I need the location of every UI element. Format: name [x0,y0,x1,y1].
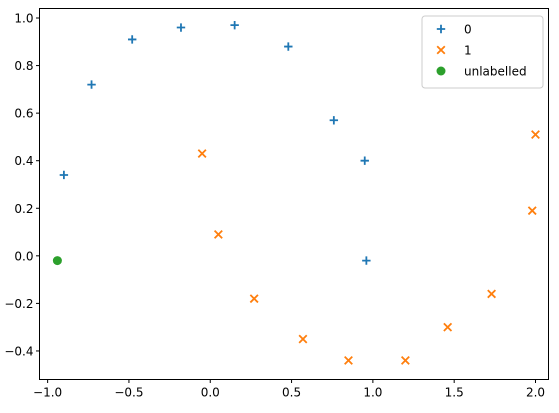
legend-marker [436,66,446,76]
legend-box [421,15,544,89]
x-tick-label: −1.0 [33,386,62,400]
data-point [487,289,497,299]
data-point [59,170,69,180]
series-unlabelled [52,256,62,266]
x-tick-label: 0.5 [282,386,301,400]
y-tick-label: −0.2 [4,297,33,311]
plot-area [52,20,540,365]
x-tick-label: 1.5 [445,386,464,400]
legend-marker [436,45,446,55]
y-tick-label: 0.6 [14,107,33,121]
x-tick-label: −0.5 [114,386,143,400]
data-point [329,116,339,125]
legend-items: 0 1 unlabelled [436,23,527,79]
series-0 [59,20,371,265]
legend-label: 0 [464,23,472,37]
y-tick-label: 1.0 [14,12,33,26]
data-point [443,322,453,332]
data-point [531,130,540,139]
data-point [127,35,137,44]
legend-label: unlabelled [464,65,527,79]
data-point [344,356,353,365]
y-tick-label: 0.8 [14,59,33,73]
y-tick-label: 0.2 [14,202,33,216]
data-point [249,294,259,304]
legend-marker [436,24,446,34]
axes-frame [39,8,549,380]
data-point [284,42,293,51]
data-point [230,20,239,30]
y-axis: −0.4 −0.2 0.0 0.2 0.4 0.6 0.8 1.0 [4,12,40,358]
legend: 0 1 unlabelled [421,15,544,89]
data-point [197,149,207,159]
x-tick-label: 1.0 [363,386,382,400]
data-point [400,356,410,365]
data-point [176,23,186,32]
data-point [87,80,96,89]
data-point [362,256,371,265]
legend-label: 1 [464,44,472,58]
x-tick-label: 0.0 [201,386,220,400]
data-point [298,334,308,344]
data-point [527,206,537,216]
y-tick-label: −0.4 [4,344,33,358]
data-point [52,256,62,266]
x-axis: −1.0 −0.5 0.0 0.5 1.0 1.5 2.0 [33,379,545,400]
x-tick-label: 2.0 [526,386,545,400]
data-point [360,156,369,165]
y-tick-label: 0.4 [14,154,33,168]
y-tick-label: 0.0 [14,249,33,263]
series-1 [197,130,540,365]
data-point [213,229,223,239]
